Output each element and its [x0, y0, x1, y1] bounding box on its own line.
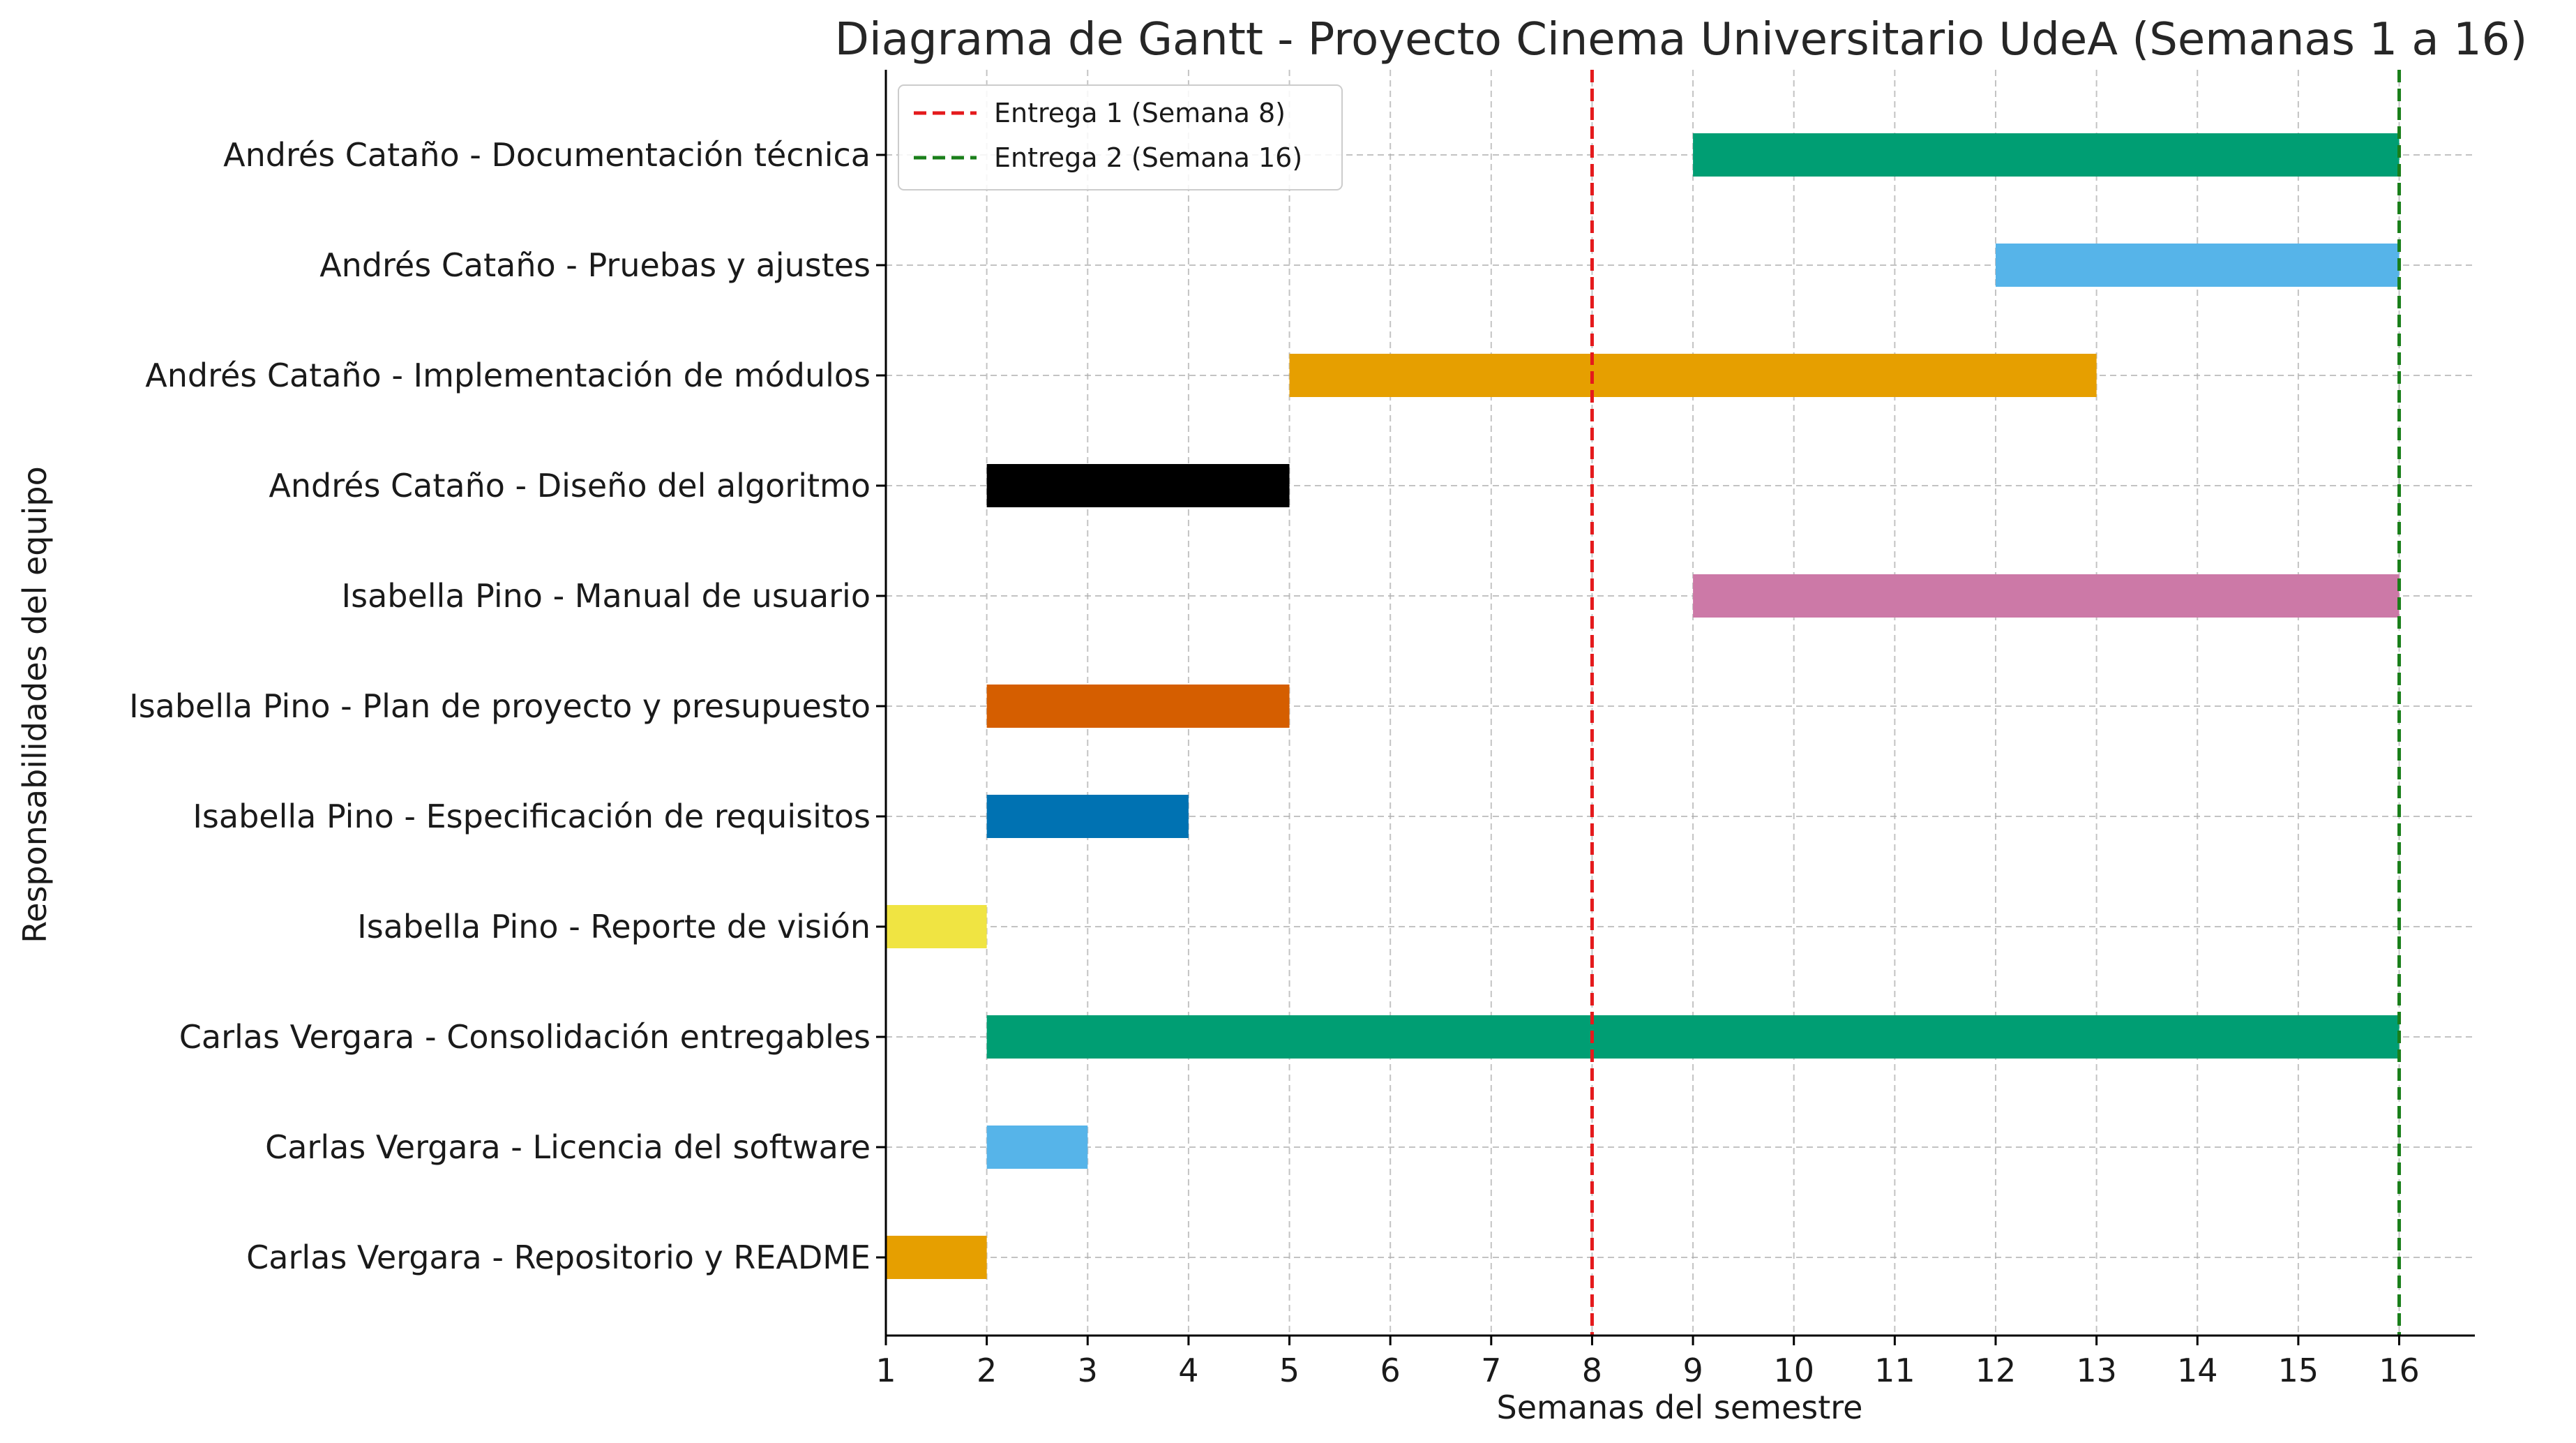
- legend-label: Entrega 1 (Semana 8): [994, 98, 1286, 128]
- task-label: Andrés Cataño - Diseño del algoritmo: [269, 467, 871, 504]
- legend-frame: [898, 84, 1343, 190]
- x-tick-label: 2: [977, 1352, 997, 1389]
- x-tick-label: 15: [2278, 1352, 2319, 1389]
- task-label: Isabella Pino - Reporte de visión: [357, 908, 871, 945]
- y-axis-title: Responsabilidades del equipo: [16, 466, 54, 943]
- x-tick-label: 1: [875, 1352, 896, 1389]
- x-tick-label: 12: [1975, 1352, 2017, 1389]
- x-tick-label: 6: [1380, 1352, 1401, 1389]
- task-label: Andrés Cataño - Implementación de módulo…: [145, 357, 871, 394]
- task-bar: [986, 464, 1290, 507]
- x-tick-label: 7: [1481, 1352, 1501, 1389]
- x-tick-label: 11: [1874, 1352, 1915, 1389]
- task-bar: [886, 1236, 987, 1279]
- task-bar: [1289, 354, 2097, 397]
- task-label: Carlas Vergara - Consolidación entregabl…: [179, 1018, 871, 1056]
- chart-title: Diagrama de Gantt - Proyecto Cinema Univ…: [835, 14, 2528, 66]
- x-axis-title: Semanas del semestre: [1497, 1389, 1863, 1426]
- x-tick-label: 14: [2177, 1352, 2218, 1389]
- x-tick-label: 9: [1682, 1352, 1703, 1389]
- x-tick-label: 8: [1582, 1352, 1602, 1389]
- task-bar: [986, 1126, 1088, 1169]
- task-bar: [986, 1015, 2400, 1059]
- task-bar: [1995, 244, 2400, 287]
- task-bar: [986, 795, 1189, 838]
- x-tick-label: 5: [1279, 1352, 1300, 1389]
- x-tick-label: 3: [1078, 1352, 1098, 1389]
- task-label: Carlas Vergara - Repositorio y README: [246, 1239, 871, 1276]
- legend: Entrega 1 (Semana 8) Entrega 2 (Semana 16…: [898, 84, 1343, 190]
- x-tick-label: 10: [1773, 1352, 1814, 1389]
- task-label: Isabella Pino - Manual de usuario: [342, 577, 871, 615]
- x-axis-ticks: 1 2 3 4 5 6 7 8 9 10 11 12 13 14 15 16: [875, 1336, 2420, 1389]
- gantt-bars: [886, 133, 2400, 1279]
- x-tick-label: 16: [2379, 1352, 2420, 1389]
- x-tick-label: 4: [1178, 1352, 1198, 1389]
- x-tick-label: 13: [2076, 1352, 2117, 1389]
- task-label: Andrés Cataño - Pruebas y ajustes: [319, 246, 871, 284]
- task-bar: [1693, 133, 2400, 177]
- task-bar: [886, 905, 987, 948]
- task-label: Isabella Pino - Especificación de requis…: [193, 798, 871, 835]
- milestone-lines: [1590, 70, 2402, 1336]
- legend-label: Entrega 2 (Semana 16): [994, 142, 1302, 173]
- task-label: Isabella Pino - Plan de proyecto y presu…: [129, 687, 871, 725]
- task-label: Carlas Vergara - Licencia del software: [265, 1128, 871, 1166]
- y-axis-labels: Andrés Cataño - Documentación técnica And…: [129, 136, 886, 1276]
- task-label: Andrés Cataño - Documentación técnica: [223, 136, 871, 174]
- task-bar: [986, 685, 1290, 728]
- task-bar: [1693, 574, 2400, 618]
